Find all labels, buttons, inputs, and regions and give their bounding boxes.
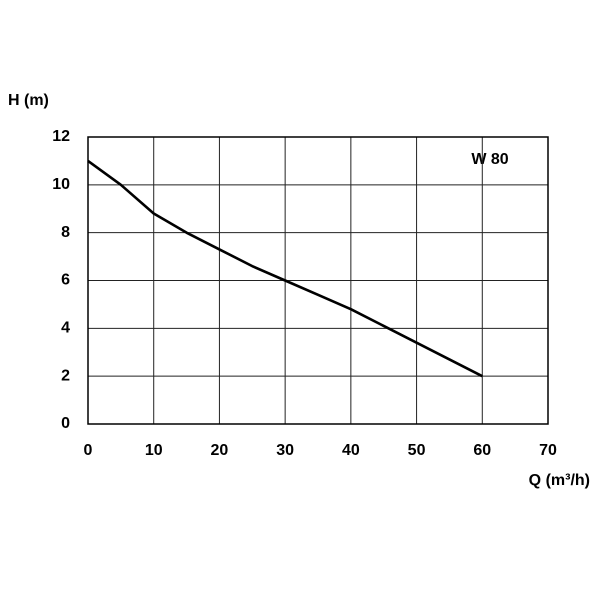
x-tick-label: 10 <box>145 442 163 459</box>
x-tick-label: 40 <box>342 442 360 459</box>
y-tick-label: 10 <box>52 176 70 193</box>
x-tick-label: 30 <box>276 442 294 459</box>
x-tick-label: 70 <box>539 442 557 459</box>
x-axis-label: Q (m³/h) <box>529 472 590 489</box>
y-tick-label: 2 <box>61 367 70 384</box>
y-tick-label: 6 <box>61 272 70 289</box>
y-tick-label: 12 <box>52 128 70 145</box>
y-tick-label: 0 <box>61 415 70 432</box>
x-tick-label: 20 <box>211 442 229 459</box>
x-tick-label: 0 <box>84 442 93 459</box>
y-tick-label: 4 <box>61 320 70 337</box>
curve <box>87 159 483 378</box>
x-tick-label: 60 <box>473 442 491 459</box>
y-tick-label: 8 <box>61 224 70 241</box>
annotation: W 80 <box>471 151 508 168</box>
plot-border <box>87 136 549 425</box>
x-tick-label: 50 <box>408 442 426 459</box>
y-axis-label: H (m) <box>8 92 49 109</box>
